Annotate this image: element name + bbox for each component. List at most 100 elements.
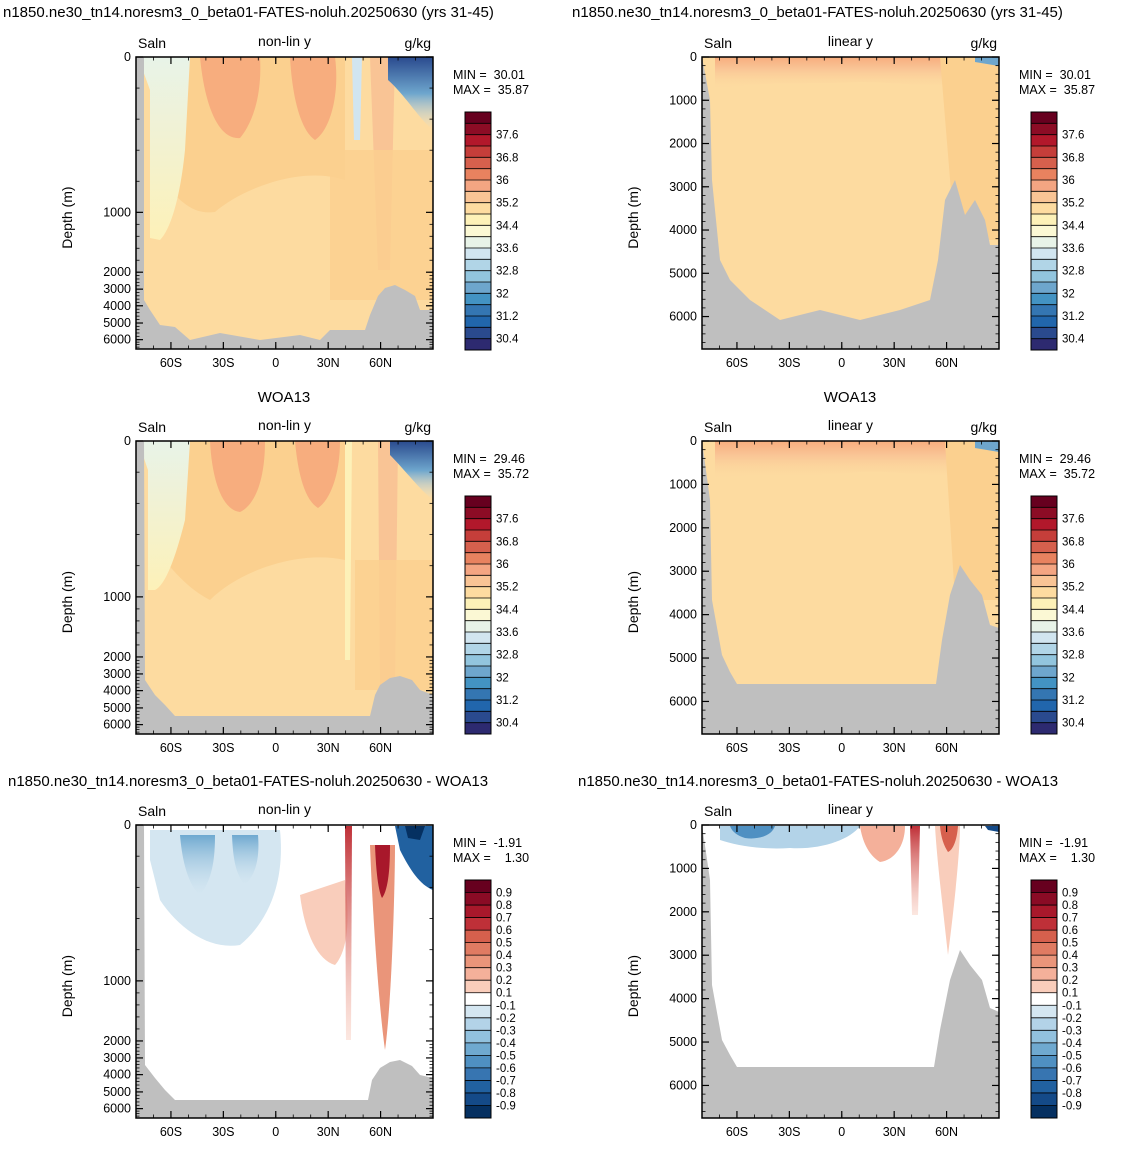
- min-value-text: MIN = -1.91: [453, 836, 522, 850]
- x-tick-label: 60S: [726, 1125, 748, 1139]
- colorbar-box: [1031, 1067, 1057, 1081]
- y-tick-label: 6000: [103, 333, 131, 347]
- colorbar-label: 32.8: [1062, 266, 1084, 278]
- panel-diff-linear: Saln linear y Depth (m) 0 1000 2000 3000 4000 50…: [625, 801, 1095, 1139]
- colorbar-label: 33.6: [496, 243, 518, 255]
- colorbar-label: 32.8: [496, 266, 518, 278]
- y-tick-label: 5000: [103, 1085, 131, 1099]
- y-mode-label: linear y: [828, 801, 873, 817]
- y-mode-label: non-lin y: [258, 33, 311, 49]
- colorbar-label: -0.6: [1062, 1063, 1082, 1075]
- colorbar-box: [1031, 654, 1057, 667]
- colorbar-label: -0.7: [496, 1075, 516, 1087]
- y-tick-label: 3000: [103, 1051, 131, 1065]
- colorbar-box: [1031, 134, 1057, 147]
- colorbar-label: 36.8: [1062, 536, 1084, 548]
- y-axis-label: Depth (m): [59, 571, 75, 633]
- axes-p5: Saln non-lin y Depth (m) 0 1000 2000 3000 4000 5…: [59, 801, 529, 1139]
- colorbar-box: [1031, 541, 1057, 554]
- colorbar-label: 0.8: [496, 900, 512, 912]
- colorbar-box: [1031, 496, 1057, 508]
- plot-frame: [701, 56, 1000, 350]
- colorbar-label: 36.8: [1062, 152, 1084, 164]
- y-tick-label: 1000: [669, 477, 697, 491]
- x-tick-label: 60N: [369, 741, 392, 755]
- colorbar-label: 33.6: [1062, 243, 1084, 255]
- colorbar-box: [465, 146, 491, 158]
- colorbar-label: -0.1: [496, 1000, 516, 1012]
- colorbar-label: 32: [1062, 288, 1075, 300]
- arctic-fresh-anomaly: [395, 826, 433, 890]
- colorbar-box: [1031, 955, 1057, 969]
- colorbar-box: [1031, 316, 1057, 328]
- colorbar-label: -0.1: [1062, 1000, 1082, 1012]
- y-tick-label: 0: [690, 50, 697, 64]
- axes-p3: Saln non-lin y g/kg Depth (m) 0 1000 2000 3000 4…: [59, 417, 529, 755]
- colorbar-box: [465, 1105, 491, 1119]
- y-tick-label: 0: [124, 434, 131, 448]
- colorbar-box: [1031, 552, 1057, 565]
- seafloor-land: [136, 57, 433, 349]
- colorbar-label: 36.8: [496, 152, 518, 164]
- y-mode-label: non-lin y: [258, 417, 311, 433]
- x-tick-label: 0: [272, 356, 279, 370]
- row2-title-right: WOA13: [824, 389, 877, 406]
- colorbar-label: 33.6: [1062, 627, 1084, 639]
- colorbar-box: [1031, 168, 1057, 181]
- colorbar-box: [465, 270, 491, 283]
- y-tick-label: 2000: [669, 137, 697, 151]
- colorbar-label: 36.8: [496, 536, 518, 548]
- colorbar-box: [1031, 1080, 1057, 1094]
- colorbar-label: 35.2: [1062, 582, 1084, 594]
- colorbar-label: 35.2: [496, 582, 518, 594]
- colorbar-box: [465, 134, 491, 147]
- colorbar-box: [465, 293, 491, 306]
- colorbar-box: [1031, 1092, 1057, 1106]
- y-tick-label: 4000: [103, 1068, 131, 1082]
- surface-fresh-core: [730, 826, 775, 839]
- colorbar-label: -0.5: [1062, 1050, 1082, 1062]
- surface-saline-layer: [715, 441, 999, 480]
- row3-title-right: n1850.ne30_tn14.noresm3_0_beta01-FATES-n…: [578, 773, 1058, 790]
- colorbar-box: [1031, 942, 1057, 956]
- x-tick-label: 30S: [212, 356, 234, 370]
- var-label: Saln: [704, 803, 732, 819]
- x-tick-label: 0: [838, 741, 845, 755]
- x-tick-label: 60N: [935, 356, 958, 370]
- colorbar-box: [465, 1080, 491, 1094]
- surface-saline-anomaly: [860, 826, 905, 862]
- arctic-fresh-anomaly: [985, 826, 999, 832]
- y-tick-label: 6000: [669, 310, 697, 324]
- colorbar-label: 0.2: [496, 975, 512, 987]
- colorbar-box: [465, 564, 491, 576]
- colorbar-box: [1031, 700, 1057, 712]
- south-fresh-core-1: [180, 835, 215, 895]
- colorbar-label: 32: [1062, 672, 1075, 684]
- colorbar-box: [1031, 688, 1057, 701]
- y-tick-label: 0: [124, 818, 131, 832]
- colorbar-box: [465, 552, 491, 565]
- y-tick-label: 6000: [103, 1102, 131, 1116]
- min-value-text: MIN = 29.46: [1019, 452, 1091, 466]
- colorbar-box: [465, 992, 491, 1006]
- south-fresh-zone: [138, 57, 190, 240]
- colorbar-box: [1031, 180, 1057, 192]
- plot-frame: [701, 440, 1000, 735]
- y-tick-label: 1000: [103, 974, 131, 988]
- colorbar-label: 36: [1062, 559, 1075, 571]
- subtropical-max-north: [295, 441, 340, 508]
- colorbar-box: [465, 620, 491, 633]
- colorbar-box: [465, 905, 491, 918]
- y-tick-label: 1000: [103, 590, 131, 604]
- colorbar-box: [1031, 967, 1057, 981]
- colorbar-label: 0.6: [1062, 925, 1078, 937]
- arctic-fresh: [390, 441, 433, 500]
- axes-p4: Saln linear y g/kg Depth (m) 0 1000 2000 3000 40…: [625, 417, 1095, 755]
- subtropical-max-south: [200, 57, 261, 139]
- colorbar-frame: [464, 879, 492, 1119]
- colorbar-box: [465, 236, 491, 249]
- y-tick-label: 6000: [669, 1078, 697, 1092]
- colorbar-box: [465, 598, 491, 610]
- x-tick-label: 60N: [935, 741, 958, 755]
